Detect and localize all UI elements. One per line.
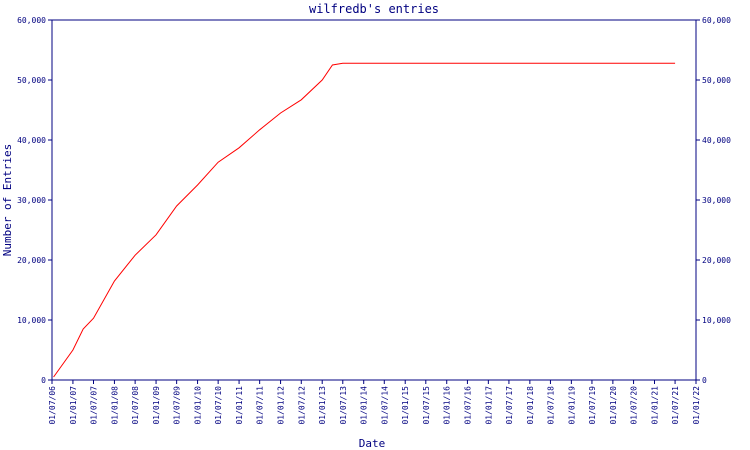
- x-tick-label: 01/07/06: [48, 386, 57, 425]
- x-tick-label: 01/01/15: [401, 386, 410, 425]
- x-tick-label: 01/01/07: [69, 386, 78, 425]
- y2-tick-label: 50,000: [702, 76, 731, 85]
- y2-tick-label: 30,000: [702, 196, 731, 205]
- x-tick-label: 01/01/21: [650, 386, 659, 425]
- y-tick-label: 10,000: [17, 316, 46, 325]
- y-tick-label: 60,000: [17, 16, 46, 25]
- x-tick-label: 01/01/14: [360, 386, 369, 425]
- x-tick-label: 01/01/18: [526, 386, 535, 425]
- y-axis-label: Number of Entries: [1, 144, 14, 257]
- y-tick-label: 50,000: [17, 76, 46, 85]
- x-tick-label: 01/07/14: [380, 386, 389, 425]
- x-tick-label: 01/01/11: [235, 386, 244, 425]
- y-tick-label: 20,000: [17, 256, 46, 265]
- x-tick-label: 01/01/22: [692, 386, 701, 425]
- x-tick-label: 01/07/12: [297, 386, 306, 425]
- y2-tick-label: 0: [702, 376, 707, 385]
- x-axis-label: Date: [359, 437, 386, 450]
- x-tick-label: 01/07/16: [463, 386, 472, 425]
- y2-tick-label: 60,000: [702, 16, 731, 25]
- x-tick-label: 01/07/11: [256, 386, 265, 425]
- x-tick-label: 01/01/16: [443, 386, 452, 425]
- x-tick-label: 01/01/20: [609, 386, 618, 425]
- x-tick-label: 01/01/10: [194, 386, 203, 425]
- y2-tick-label: 10,000: [702, 316, 731, 325]
- x-tick-label: 01/01/13: [318, 386, 327, 425]
- x-tick-label: 01/07/09: [173, 386, 182, 425]
- x-tick-label: 01/07/10: [214, 386, 223, 425]
- y-tick-label: 40,000: [17, 136, 46, 145]
- x-tick-label: 01/01/09: [152, 386, 161, 425]
- x-tick-label: 01/07/15: [422, 386, 431, 425]
- x-tick-label: 01/07/13: [339, 386, 348, 425]
- x-tick-label: 01/07/08: [131, 386, 140, 425]
- y2-tick-label: 40,000: [702, 136, 731, 145]
- chart-title: wilfredb's entries: [309, 2, 439, 16]
- x-tick-label: 01/01/19: [567, 386, 576, 425]
- x-tick-label: 01/01/17: [484, 386, 493, 425]
- y-tick-label: 30,000: [17, 196, 46, 205]
- y2-tick-label: 20,000: [702, 256, 731, 265]
- y-tick-label: 0: [41, 376, 46, 385]
- plot-frame: [51, 19, 697, 381]
- x-tick-label: 01/07/07: [90, 386, 99, 425]
- x-tick-label: 01/01/08: [110, 386, 119, 425]
- x-tick-label: 01/07/21: [671, 386, 680, 425]
- x-tick-label: 01/07/17: [505, 386, 514, 425]
- x-tick-label: 01/07/18: [546, 386, 555, 425]
- x-tick-label: 01/07/19: [588, 386, 597, 425]
- data-line: [53, 62, 676, 378]
- x-tick-label: 01/01/12: [277, 386, 286, 425]
- x-tick-label: 01/07/20: [630, 386, 639, 425]
